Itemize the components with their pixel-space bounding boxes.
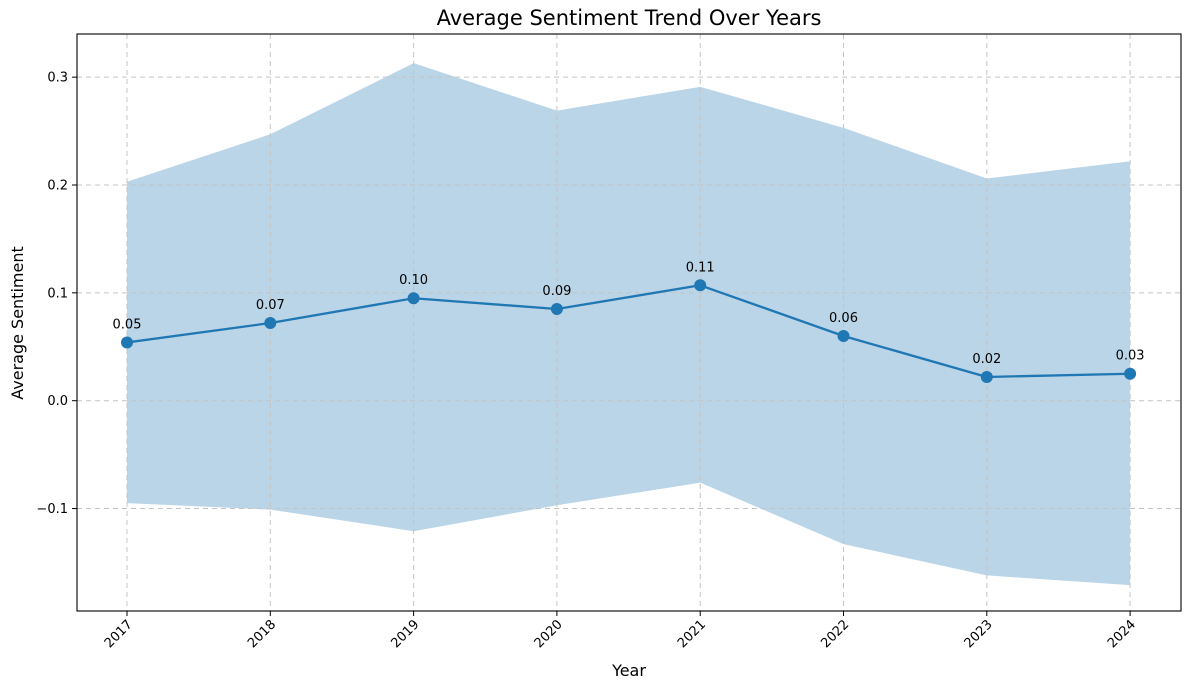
data-point (407, 292, 420, 305)
x-tick-label: 2023 (962, 617, 996, 651)
data-point (837, 329, 850, 342)
data-point (264, 317, 277, 330)
y-tick-label: 0.2 (47, 178, 68, 193)
sentiment-line (126, 284, 1131, 379)
y-tick-label: 0.3 (47, 71, 68, 86)
data-point (694, 279, 707, 292)
x-tick-label: 2018 (245, 617, 279, 651)
x-axis-label: Year (611, 661, 646, 680)
chart-title: Average Sentiment Trend Over Years (437, 6, 822, 30)
data-label: 0.10 (399, 273, 428, 288)
data-label: 0.02 (972, 352, 1001, 367)
x-tick-label: 2019 (388, 617, 422, 651)
y-axis-label: Average Sentiment (8, 246, 27, 400)
data-point (121, 336, 133, 349)
data-label: 0.07 (256, 298, 285, 313)
plot-frame (76, 33, 1182, 612)
x-tick-label: 2017 (102, 617, 136, 651)
data-label: 0.09 (542, 284, 571, 299)
y-tick-label: 0.1 (47, 286, 68, 301)
x-tick-label: 2024 (1105, 617, 1139, 651)
data-label: 0.03 (1116, 349, 1145, 364)
data-point (550, 303, 563, 316)
x-tick-label: 2022 (818, 617, 852, 651)
data-point (980, 370, 993, 383)
x-tick-label: 2021 (675, 617, 709, 651)
y-tick-label: 0.0 (47, 394, 68, 409)
data-label: 0.11 (686, 260, 715, 275)
data-label: 0.06 (829, 311, 858, 326)
y-tick-label: −0.1 (36, 502, 68, 517)
data-label: 0.05 (113, 317, 142, 332)
x-tick-label: 2020 (532, 617, 566, 651)
data-point (1124, 367, 1137, 380)
confidence-band (127, 63, 1131, 586)
